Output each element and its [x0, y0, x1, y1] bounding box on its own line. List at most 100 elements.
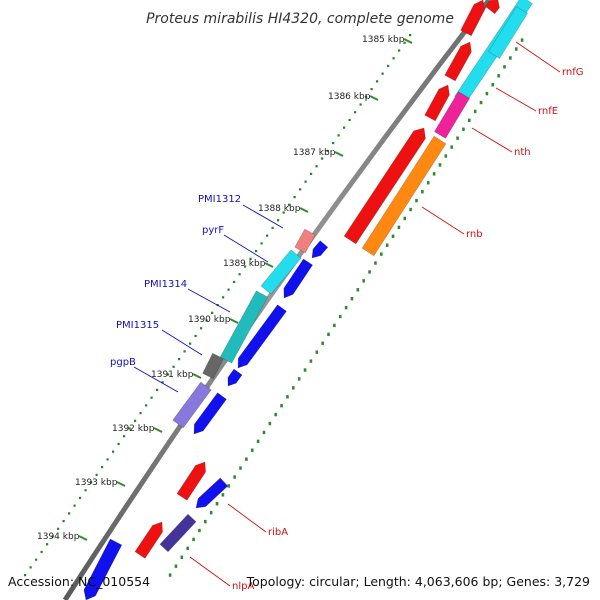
tick-dot — [215, 502, 219, 506]
tick-dot — [370, 88, 373, 91]
gene-label: ribA — [268, 527, 288, 538]
gene-arrow — [193, 392, 227, 435]
tick-dot — [387, 64, 390, 68]
tick-dot-track — [24, 34, 412, 577]
gene-arrow — [484, 0, 500, 15]
tick-dot — [277, 219, 280, 222]
leader-line — [223, 234, 269, 263]
tick-dot — [227, 484, 231, 488]
tick-dot — [268, 421, 272, 426]
gene-arrow — [237, 304, 287, 369]
tick-dot — [344, 305, 348, 310]
tick-dot-track-right — [168, 38, 524, 577]
tick-dot — [211, 311, 214, 314]
tick-dot — [62, 520, 65, 523]
tick-dot — [29, 566, 32, 569]
tick-labels: 1385 kbp 1386 kbp 1387 kbp 1388 kbp 1389 kbp… — [37, 35, 413, 542]
tick-mark — [334, 151, 344, 157]
label-leader-lines — [133, 41, 561, 587]
tick-label: 1394 kbp — [37, 532, 80, 542]
leader-line — [189, 556, 231, 587]
gene-arrow — [227, 368, 243, 387]
gene-arrow — [361, 135, 447, 257]
tick-dot — [266, 234, 269, 237]
tick-dot — [337, 134, 340, 137]
gene-arrow — [83, 538, 123, 600]
tick-dot — [249, 257, 252, 260]
tick-dot — [468, 118, 471, 123]
tick-dot — [40, 550, 43, 554]
tick-dot — [438, 163, 442, 167]
tick-dot — [286, 395, 289, 399]
gene-features — [83, 0, 533, 600]
tick-dot — [205, 319, 208, 322]
gene-arrow — [195, 477, 229, 509]
tick-dot — [84, 489, 87, 492]
tick-dot — [326, 149, 329, 152]
tick-dot — [178, 358, 181, 361]
tick-label: 1387 kbp — [293, 148, 336, 158]
tick-dot — [271, 226, 274, 230]
tick-dot — [200, 327, 203, 330]
tick-label: 1390 kbp — [188, 315, 231, 325]
tick-dot — [255, 250, 258, 253]
tick-dot — [297, 377, 301, 381]
tick-dot — [150, 396, 153, 399]
tick-dot — [354, 111, 357, 114]
tick-dot — [192, 537, 195, 542]
map-title: Proteus mirabilis HI4320, complete genom… — [146, 11, 454, 27]
tick-dot — [168, 573, 172, 577]
tick-dot — [244, 265, 247, 268]
tick-dot — [156, 388, 159, 392]
tick-dot — [321, 157, 324, 160]
tick-dot — [332, 142, 335, 145]
leader-line — [515, 41, 561, 73]
tick-dot — [303, 368, 307, 372]
leader-line — [227, 503, 267, 533]
tick-dot — [299, 188, 302, 191]
tick-dot — [421, 189, 424, 194]
gene-arrow — [283, 258, 313, 299]
tick-dot — [189, 342, 192, 345]
gene-arrow — [134, 521, 163, 559]
tick-dot — [376, 80, 379, 83]
tick-dot — [327, 332, 330, 337]
tick-mark — [192, 373, 202, 379]
tick-dot — [333, 323, 336, 328]
gene-arrow — [488, 6, 528, 59]
tick-mark — [369, 95, 379, 101]
tick-dot — [174, 564, 178, 568]
tick-dot — [381, 72, 384, 75]
gene-arrow — [460, 0, 485, 37]
tick-dot — [180, 555, 184, 559]
tick-dot — [432, 172, 436, 176]
tick-dot — [35, 558, 38, 561]
tick-dot — [239, 466, 242, 470]
tick-dot — [139, 412, 142, 415]
tick-dot — [292, 386, 295, 390]
tick-dot — [260, 242, 263, 245]
leader-line — [421, 206, 465, 235]
tick-dot — [24, 574, 27, 577]
tick-dot — [497, 74, 500, 78]
leader-line — [242, 204, 284, 229]
tick-dot — [426, 181, 430, 185]
tick-dot — [315, 350, 319, 354]
tick-label: 1388 kbp — [258, 204, 301, 214]
tick-mark — [299, 207, 309, 213]
gene-arrow — [424, 84, 450, 122]
tick-dot — [183, 350, 186, 353]
gene-label: pyrF — [202, 225, 224, 236]
tick-dot — [350, 296, 354, 301]
tick-label: 1385 kbp — [362, 35, 405, 45]
tick-dot — [409, 207, 412, 212]
tick-dot — [172, 365, 175, 368]
gene-arrow — [159, 513, 197, 553]
tick-dot — [128, 427, 131, 430]
gene-arrow — [343, 127, 426, 245]
tick-dot — [462, 127, 465, 131]
tick-dot — [348, 118, 351, 122]
tick-dot — [356, 288, 360, 292]
tick-dot — [79, 496, 82, 500]
tick-dot — [209, 510, 213, 515]
